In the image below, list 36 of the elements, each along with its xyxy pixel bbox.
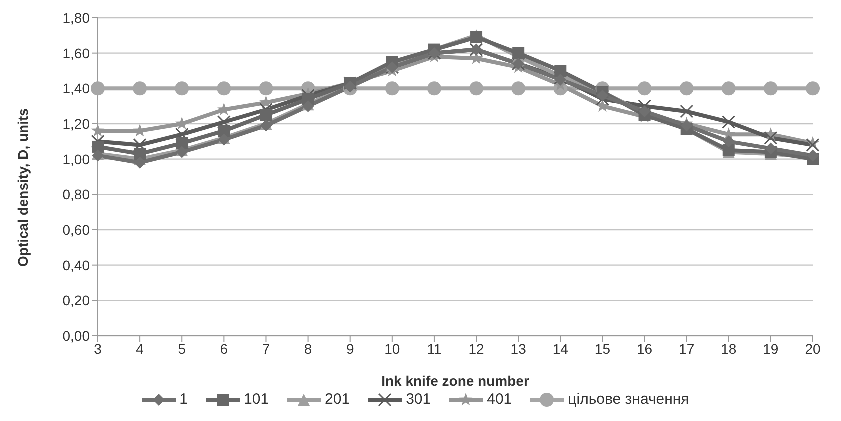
- y-tick-label: 0,80: [62, 186, 90, 203]
- y-tick-label: 0,40: [62, 257, 90, 274]
- y-tick-label: 0,60: [62, 222, 90, 238]
- x-tick-label: 8: [304, 340, 312, 357]
- y-tick-label: 1,20: [62, 116, 90, 132]
- y-tick-label: 1,80: [62, 10, 90, 26]
- x-tick-label: 18: [721, 340, 737, 357]
- y-axis-title: Optical density, D, units: [14, 108, 31, 267]
- legend-label: 101: [244, 391, 270, 408]
- x-tick-label: 14: [552, 340, 569, 357]
- y-tick-label: 0,00: [62, 328, 90, 344]
- y-tick-label: 0,20: [62, 292, 90, 309]
- legend-label: 1: [180, 391, 188, 408]
- y-tick-label: 1,60: [62, 45, 90, 62]
- x-tick-label: 13: [510, 340, 527, 357]
- x-tick-label: 6: [220, 340, 228, 357]
- x-tick-label: 19: [763, 340, 779, 357]
- legend-label: 401: [487, 391, 512, 408]
- x-tick-label: 17: [679, 340, 695, 357]
- y-tick-label: 1,40: [62, 80, 90, 97]
- legend-label: 201: [325, 391, 350, 408]
- x-tick-label: 7: [262, 340, 270, 357]
- x-tick-label: 11: [427, 340, 442, 357]
- x-tick-label: 16: [636, 340, 653, 357]
- x-tick-label: 10: [384, 340, 400, 357]
- x-axis-title: Ink knife zone number: [382, 373, 530, 389]
- x-tick-label: 20: [805, 340, 821, 357]
- x-tick-label: 3: [94, 340, 102, 357]
- x-tick-label: 12: [468, 340, 485, 357]
- x-tick-label: 9: [346, 340, 354, 357]
- x-tick-label: 15: [594, 340, 611, 357]
- y-tick-label: 1,00: [62, 151, 90, 168]
- x-tick-label: 4: [136, 340, 144, 357]
- x-tick-label: 5: [178, 340, 186, 357]
- legend-label: цільове значення: [568, 391, 690, 408]
- legend-label: 301: [406, 391, 432, 408]
